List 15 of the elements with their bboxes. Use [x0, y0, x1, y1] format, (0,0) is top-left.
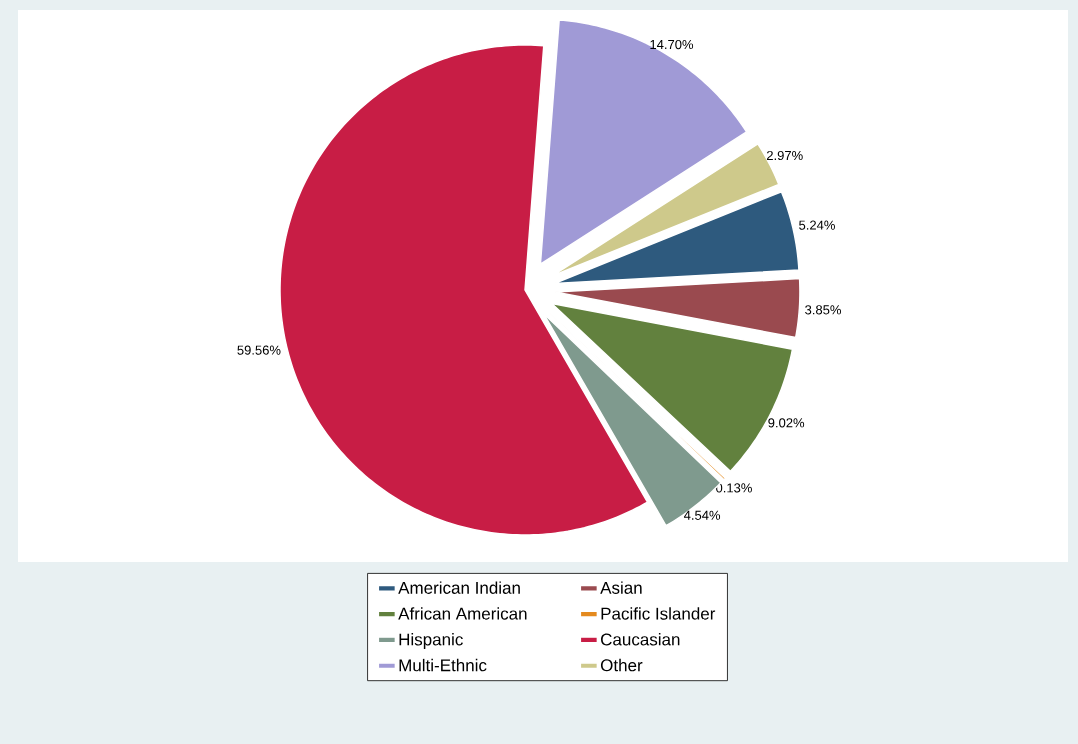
- data-label: 2.97%: [766, 150, 803, 161]
- data-label: 9.02%: [768, 418, 805, 428]
- data-label: 59.56%: [237, 345, 281, 355]
- legend-label: Other: [600, 658, 643, 672]
- data-label: 5.24%: [799, 220, 835, 230]
- data-label: 3.85%: [805, 305, 841, 315]
- legend-label: Hispanic: [399, 633, 463, 649]
- data-label: 14.70%: [650, 39, 694, 50]
- legend-label: Pacific Islander: [601, 607, 716, 620]
- legend-label: Asian: [600, 581, 642, 594]
- legend-label: African American: [398, 607, 527, 620]
- legend-label: American Indian: [398, 581, 520, 594]
- data-label: 4.54%: [683, 510, 721, 520]
- legend-label: Multi-Ethnic: [399, 658, 487, 672]
- legend-label: Caucasian: [601, 633, 680, 646]
